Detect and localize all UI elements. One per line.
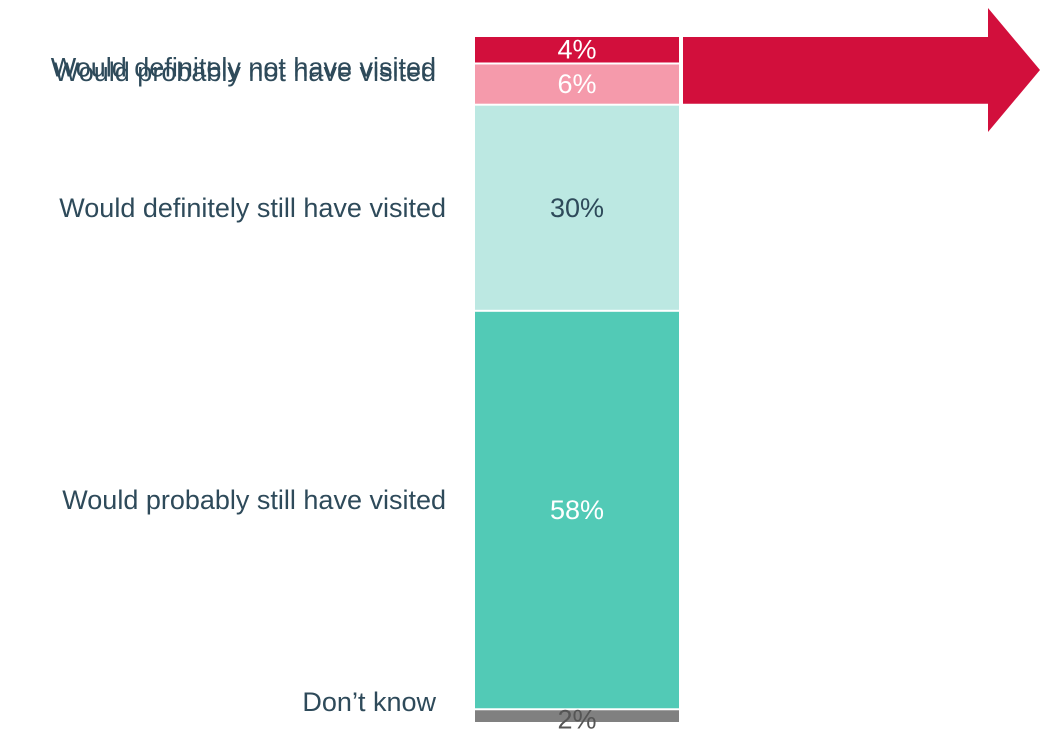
bar-segment-2 xyxy=(475,105,679,310)
category-label-0: Would definitely not have visited xyxy=(51,53,436,83)
value-labels: 4% 6% 30% 58% 2% xyxy=(550,35,604,733)
category-label-3: Would probably still have visited xyxy=(62,485,446,515)
bar-segments xyxy=(475,37,679,722)
value-label-0: 4% xyxy=(557,35,596,65)
value-label-2: 30% xyxy=(550,193,604,223)
bar-segment-1 xyxy=(475,64,679,104)
value-label-3: 58% xyxy=(550,495,604,525)
category-label-4: Don’t know xyxy=(302,687,436,717)
emphasis-arrow-layer xyxy=(683,8,1040,132)
value-label-1: 6% xyxy=(557,69,596,99)
category-label-1: Would probably not have visited xyxy=(54,57,436,87)
bar-segment-4 xyxy=(475,710,679,722)
bar-segment-3 xyxy=(475,311,679,709)
value-label-4: 2% xyxy=(557,704,596,733)
right-arrow-icon xyxy=(683,8,1040,132)
category-label-2: Would definitely still have visited xyxy=(59,193,446,223)
bar-segment-0 xyxy=(475,37,679,63)
